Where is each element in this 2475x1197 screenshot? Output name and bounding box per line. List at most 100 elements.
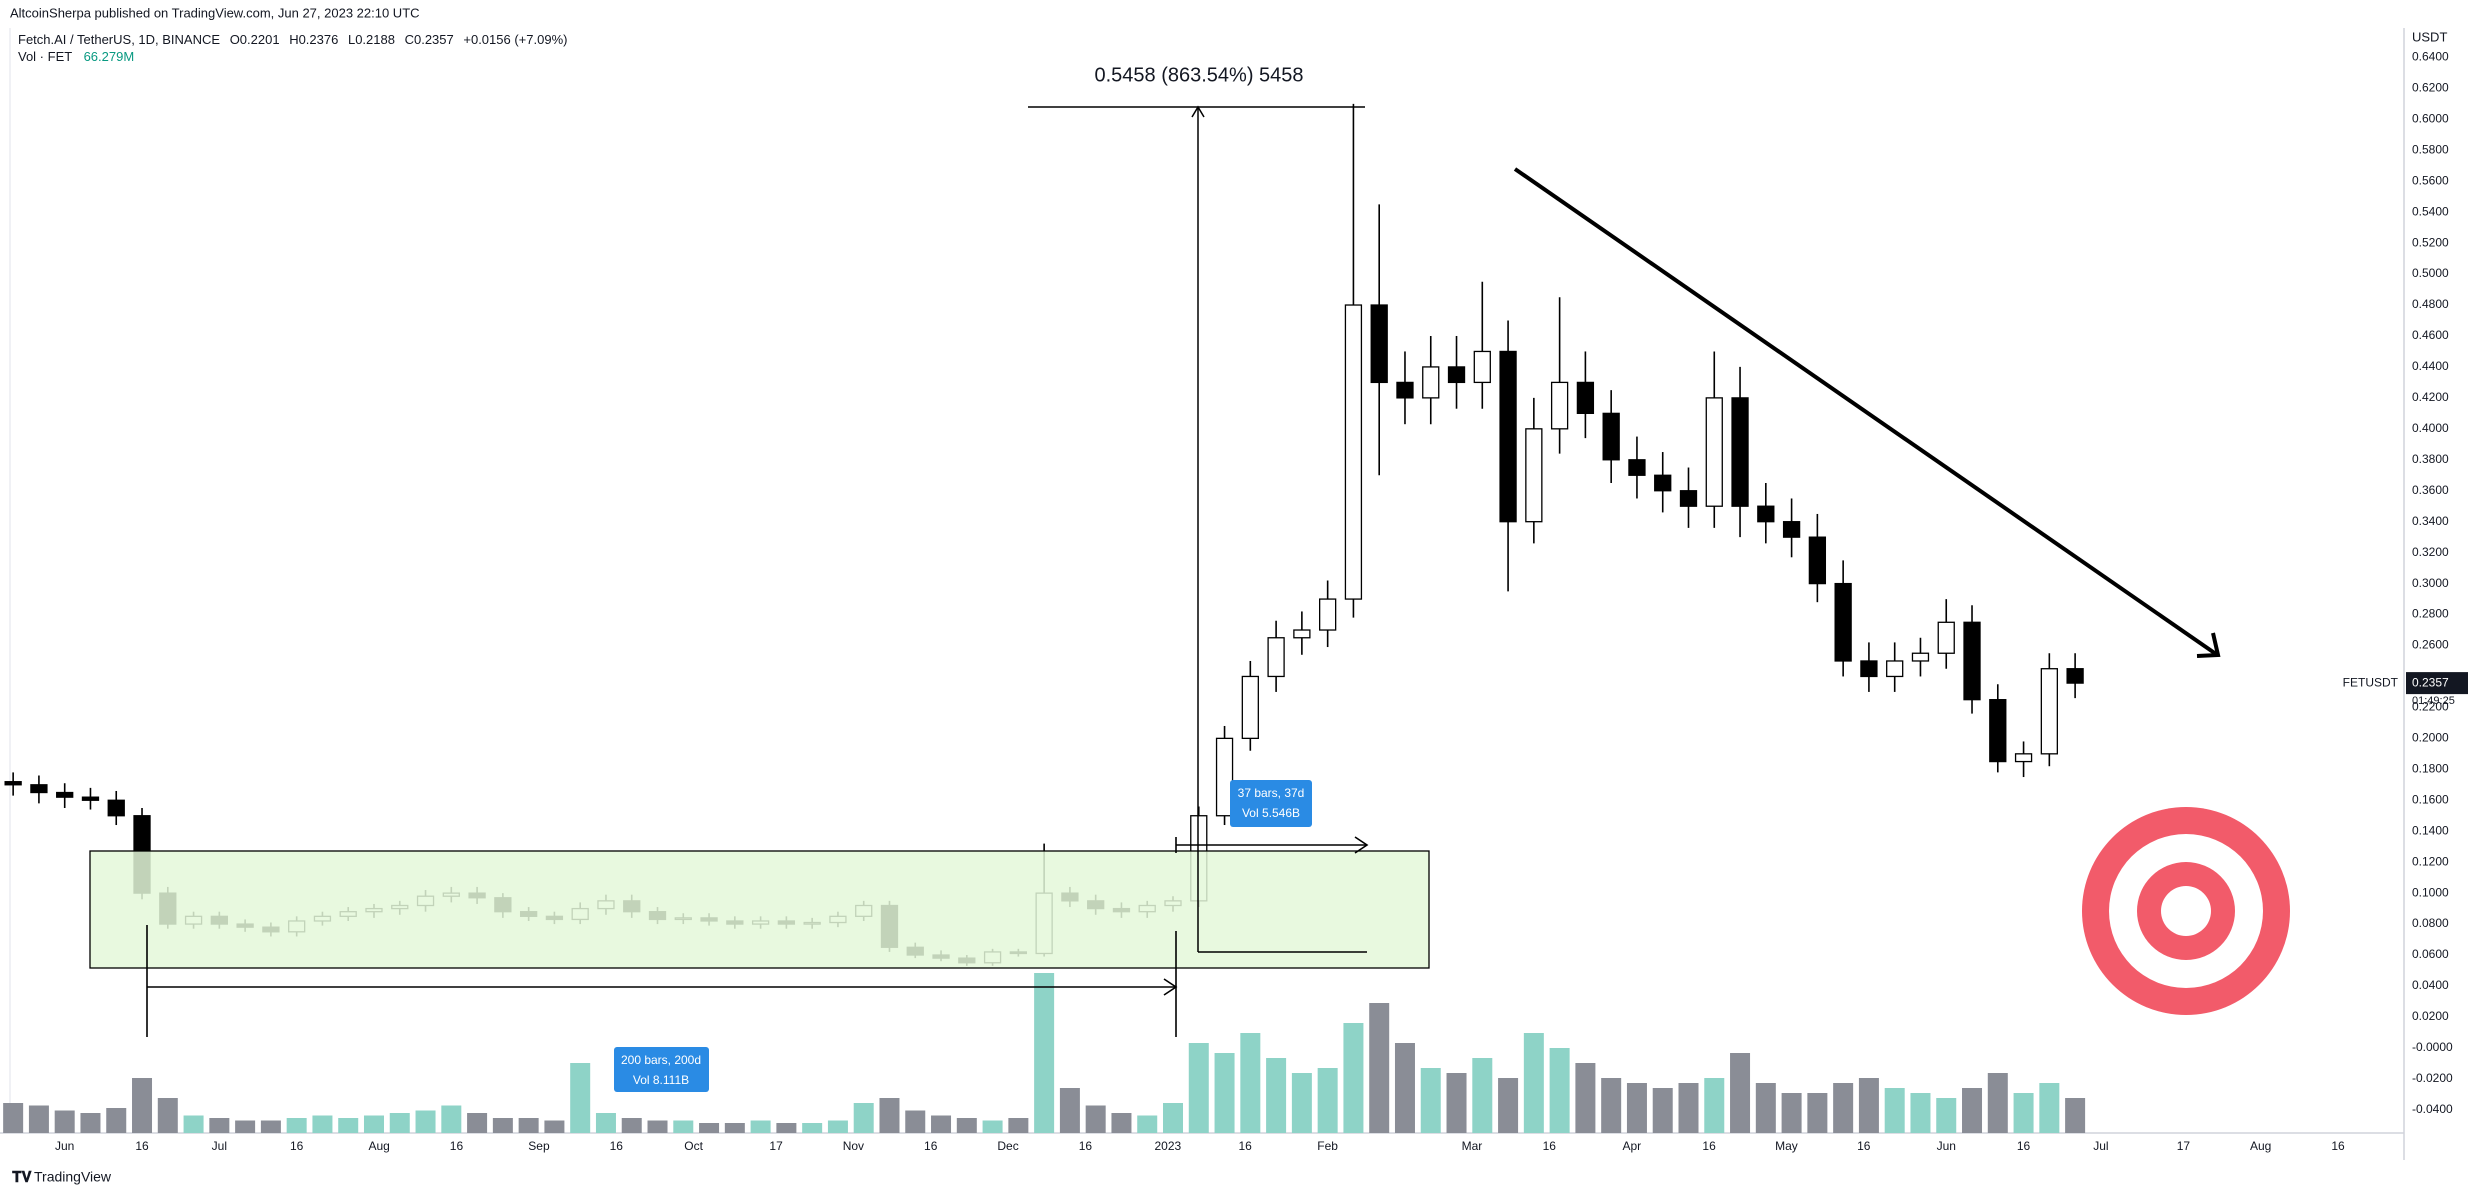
volume-bar <box>80 1113 101 1133</box>
volume-bar <box>982 1120 1003 1133</box>
x-tick-label: Jun <box>55 1139 74 1153</box>
y-tick-label: 0.0400 <box>2412 978 2449 992</box>
range-box <box>89 850 1430 969</box>
volume-bar <box>338 1118 359 1133</box>
candle-body <box>1215 737 1234 817</box>
candle-body <box>2066 668 2084 684</box>
ticker-label: FETUSDT <box>2343 675 2399 689</box>
volume-bar <box>1188 1043 1209 1133</box>
candle-body <box>1705 397 1723 507</box>
published-line: AltcoinSherpa published on TradingView.c… <box>10 5 420 20</box>
target-icon <box>2082 807 2290 1015</box>
y-tick-label: 0.4200 <box>2412 390 2449 404</box>
volume-bar <box>389 1113 410 1133</box>
y-tick-label: 0.1200 <box>2412 854 2449 868</box>
volume-bar <box>1343 1023 1364 1133</box>
volume-bar <box>312 1115 333 1133</box>
x-tick-label: 16 <box>924 1139 938 1153</box>
volume-bar <box>1601 1078 1622 1133</box>
volume-bar <box>673 1120 694 1133</box>
y-tick-label: 0.4000 <box>2412 421 2449 435</box>
volume-bar <box>28 1105 49 1133</box>
volume-bar <box>750 1120 771 1133</box>
y-tick-label: 0.6200 <box>2412 81 2449 95</box>
candle-body <box>1370 304 1388 384</box>
x-tick-label: Mar <box>1462 1139 1483 1153</box>
y-tick-label: 0.4600 <box>2412 328 2449 342</box>
brand-logo: 𝐓𝐕 <box>12 1169 33 1186</box>
price-unit: USDT <box>2412 29 2447 44</box>
volume-bar <box>1575 1063 1596 1133</box>
candle-body <box>1654 474 1672 492</box>
candle-body <box>4 781 22 786</box>
volume-bar <box>647 1120 668 1133</box>
volume-bar <box>1962 1088 1983 1133</box>
volume-bar <box>802 1123 823 1133</box>
volume-bar <box>1446 1073 1467 1133</box>
candle-body <box>1447 366 1466 384</box>
volume-bar <box>1858 1078 1879 1133</box>
volume-bar <box>1807 1093 1828 1133</box>
volume-bar <box>1085 1105 1106 1133</box>
y-tick-label: -0.0000 <box>2412 1040 2453 1054</box>
volume-bar <box>235 1120 256 1133</box>
candle-body <box>1628 459 1646 476</box>
symbol-line: Fetch.AI / TetherUS, 1D, BINANCE O0.2201… <box>18 32 567 47</box>
volume-bar <box>1730 1053 1751 1133</box>
candle-body <box>1396 381 1414 399</box>
trend-arrow <box>1513 167 2221 658</box>
candle-body <box>1550 381 1569 430</box>
y-tick-label: -0.0200 <box>2412 1071 2453 1085</box>
open-label: O0.2201 <box>230 32 280 47</box>
candle-body <box>1293 629 1311 639</box>
volume-bar <box>54 1110 75 1133</box>
volume-label: Vol · FET <box>18 49 72 64</box>
volume-bar <box>2039 1083 2060 1133</box>
x-tick-label: Nov <box>843 1139 864 1153</box>
volume-bar <box>570 1063 591 1133</box>
candle-body <box>56 791 74 798</box>
y-tick-label: 0.2200 <box>2412 700 2449 714</box>
y-tick-label: 0.6000 <box>2412 111 2449 125</box>
volume-bar <box>1008 1118 1029 1133</box>
x-tick-label: Oct <box>684 1139 703 1153</box>
x-tick-label: Jul <box>2093 1139 2108 1153</box>
volume-bar <box>1884 1088 1905 1133</box>
x-tick-label: 16 <box>1079 1139 1093 1153</box>
volume-bar <box>415 1110 436 1133</box>
y-tick-label: 0.6400 <box>2412 50 2449 64</box>
y-tick-label: 0.3800 <box>2412 452 2449 466</box>
brand: TradingView <box>34 1169 112 1185</box>
range-tooltip-vol: Vol 5.546B <box>1242 806 1300 820</box>
range-tooltip-bars: 37 bars, 37d <box>1238 786 1305 800</box>
candle-body <box>1576 381 1595 415</box>
candle-body <box>1989 699 2007 763</box>
volume-bar <box>1910 1093 1931 1133</box>
candle-body <box>2014 753 2033 763</box>
volume-bar <box>905 1110 926 1133</box>
volume-bar <box>544 1120 565 1133</box>
y-tick-label: 0.4800 <box>2412 297 2449 311</box>
range-measure-200 <box>146 925 1178 1037</box>
y-tick-label: 0.3600 <box>2412 483 2449 497</box>
candle-body <box>1602 412 1620 461</box>
x-tick-label: 16 <box>290 1139 304 1153</box>
y-tick-label: 0.1000 <box>2412 885 2449 899</box>
y-tick-label: 0.1800 <box>2412 761 2449 775</box>
y-tick-label: 0.2000 <box>2412 731 2449 745</box>
volume-bar <box>956 1118 977 1133</box>
volume-bar <box>724 1123 745 1133</box>
y-tick-label: 0.0200 <box>2412 1009 2449 1023</box>
x-tick-label: 16 <box>1702 1139 1716 1153</box>
candle-body <box>1860 660 1878 678</box>
range-tooltip <box>1230 780 1312 827</box>
volume-bar <box>132 1078 153 1133</box>
volume-bar <box>699 1123 720 1133</box>
volume-bar <box>1163 1103 1184 1133</box>
candle-body <box>1473 350 1491 384</box>
x-tick-label: Jul <box>212 1139 227 1153</box>
x-tick-label: May <box>1775 1139 1798 1153</box>
volume-bar <box>1317 1068 1338 1133</box>
candle-body <box>30 784 48 794</box>
